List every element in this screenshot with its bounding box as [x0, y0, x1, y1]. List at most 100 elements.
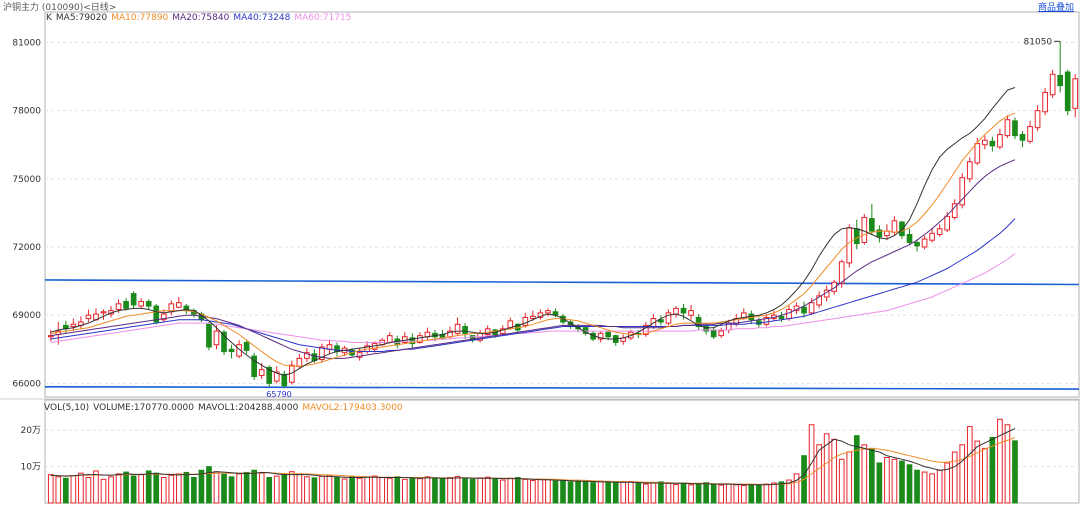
price-tick-label: 72000: [12, 243, 41, 253]
volume-bar: [228, 476, 235, 504]
candle-body: [304, 352, 310, 359]
volume-bar: [70, 475, 77, 504]
ma40-line: [50, 218, 1016, 352]
candle-body: [997, 134, 1003, 148]
candle-body: [153, 305, 160, 323]
price-panel-border: [44, 11, 1080, 398]
volume-tick-label: 20万: [21, 426, 41, 436]
volume-bar: [771, 482, 777, 504]
volume-bar: [100, 478, 107, 504]
candle-body: [974, 143, 981, 164]
chart-frame: [0, 11, 1080, 504]
volume-bar: [831, 438, 838, 504]
volume-bar: [334, 477, 340, 504]
volume-bar: [899, 460, 905, 504]
volume-bar: [906, 464, 913, 504]
volume-bar: [966, 426, 973, 504]
price-tick-label: 81000: [12, 38, 41, 48]
candle-body: [1072, 78, 1079, 109]
volume-bar: [130, 475, 137, 504]
volume-bar: [763, 483, 770, 504]
volume-bar: [936, 469, 943, 504]
volume-bar: [507, 477, 514, 504]
volume-bar: [469, 478, 476, 504]
volume-bar: [477, 477, 483, 504]
volume-tick-label: 10万: [21, 463, 41, 473]
volume-bar: [371, 475, 378, 504]
candle-body: [921, 238, 928, 248]
candle-body: [522, 316, 529, 326]
price-tick-label: 78000: [12, 107, 41, 117]
volume-bar: [349, 476, 355, 504]
volume-bar: [153, 472, 160, 504]
ma10-line: [50, 112, 1016, 367]
volume-bar: [650, 482, 657, 504]
candle-body: [944, 215, 951, 231]
vol-legend-volume: VOLUME:170770.0000: [93, 403, 195, 413]
volume-bar: [997, 418, 1003, 504]
legend-ma5: MA5:79020: [55, 13, 108, 23]
volume-bar: [816, 444, 822, 504]
volume-bar: [401, 478, 408, 504]
volume-bar: [258, 472, 265, 504]
candle-body: [296, 357, 303, 367]
candle-body: [786, 309, 792, 320]
volume-bar: [688, 484, 694, 504]
candle-body: [778, 315, 785, 320]
candle-body: [853, 228, 860, 245]
candle-body: [258, 369, 265, 376]
candle-body: [929, 232, 935, 241]
candle-body: [838, 261, 845, 284]
volume-bar: [582, 481, 589, 504]
candle-body: [507, 320, 514, 329]
volume-bar: [115, 473, 122, 504]
volume-bar: [175, 473, 182, 504]
volume-bar: [47, 474, 54, 504]
volume-bar: [386, 477, 393, 504]
ma60-line: [50, 253, 1016, 343]
candle-body: [417, 335, 423, 343]
candle-body: [959, 177, 966, 206]
volume-bar: [982, 447, 988, 504]
volume-bar: [974, 440, 981, 504]
price-axis: 66000 69000 72000 75000 78000 81000: [12, 38, 41, 389]
volume-bar: [198, 469, 205, 504]
volume-bar: [959, 444, 966, 504]
ma5-line: [50, 87, 1016, 376]
volume-bar: [417, 478, 423, 504]
volume-bars: [47, 418, 1018, 504]
price-tick-label: 69000: [12, 311, 41, 321]
volume-axis: 10万 20万: [21, 426, 41, 472]
candle-body: [1027, 126, 1033, 142]
volume-bar: [266, 477, 273, 504]
candle-body: [966, 161, 973, 180]
volume-bar: [160, 477, 167, 504]
candle-body: [906, 234, 913, 243]
candle-body: [386, 335, 393, 343]
candle-body: [273, 371, 280, 382]
volume-ma-lines: [50, 428, 1016, 486]
legend-ma20: MA20:75840: [172, 13, 230, 23]
candle-body: [951, 203, 958, 218]
volume-bar: [409, 477, 416, 504]
volume-bar: [462, 477, 468, 504]
volume-bar: [356, 477, 363, 504]
volume-bar: [756, 484, 762, 504]
candle-body: [319, 346, 325, 360]
volume-bar: [778, 481, 785, 504]
low-marker-label: 65790: [266, 390, 291, 399]
volume-bar: [304, 476, 310, 504]
candle-body: [213, 330, 220, 346]
commodity-overlay-link[interactable]: 商品叠加: [1037, 3, 1074, 13]
volume-bar: [740, 485, 747, 504]
volume-bar: [545, 479, 551, 504]
candle-body: [680, 307, 687, 314]
candle-body: [243, 341, 250, 351]
volume-bar: [108, 476, 114, 504]
volume-legend: VOL(5,10) VOLUME:170770.0000 MAVOL1:204288…: [44, 403, 407, 413]
volume-bar: [560, 479, 566, 504]
volume-bar: [552, 480, 559, 504]
volume-bar: [319, 475, 325, 504]
volume-bar: [296, 473, 303, 504]
